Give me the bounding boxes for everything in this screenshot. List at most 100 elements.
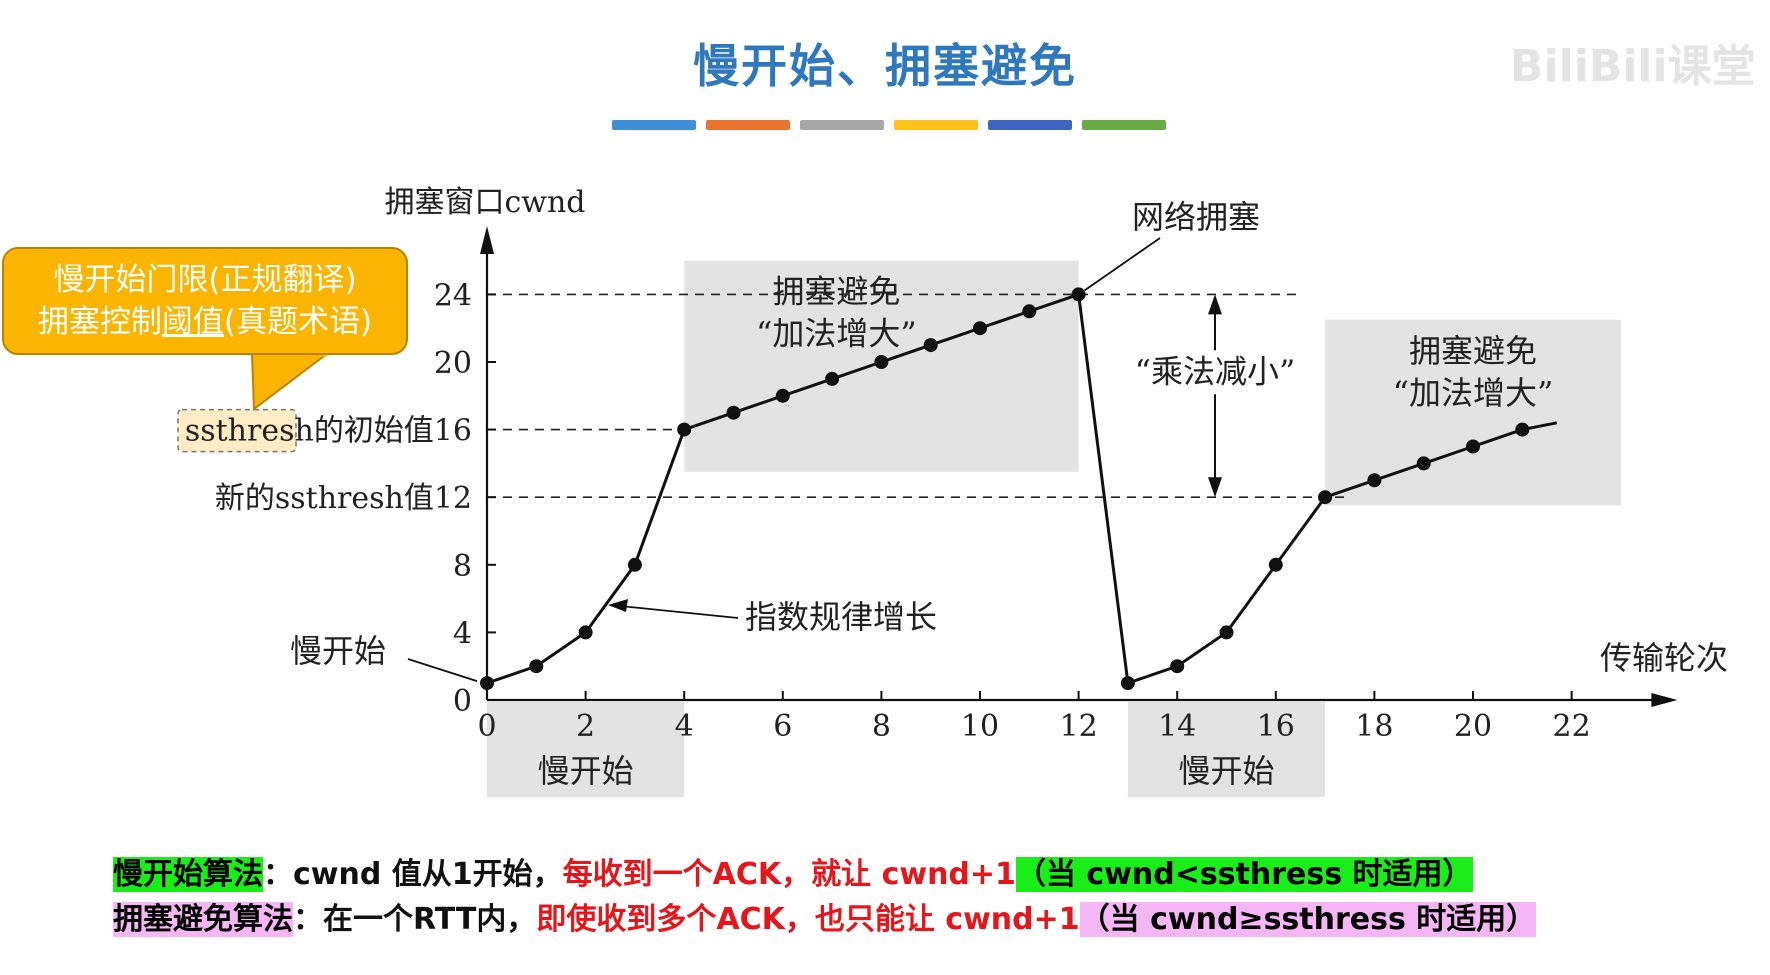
mult-decrease-arrowhead-down: [1208, 477, 1222, 498]
x-tick-label: 22: [1553, 709, 1591, 744]
callout-line-2: 拥塞控制阈值(真题术语): [4, 301, 406, 343]
title-bar-segment-4: [988, 120, 1072, 130]
annotation-slow-start-pointer: [407, 658, 478, 682]
rule-ca-desc: ：在一个RTT内，: [293, 902, 537, 937]
data-point: [1466, 439, 1480, 454]
axes-layer: [480, 226, 1678, 707]
slow-start-region-1: [1127, 702, 1326, 797]
data-point: [1367, 473, 1382, 488]
cwnd-line: [486, 292, 1523, 686]
slow-start-region-0: [487, 702, 685, 797]
ca-region-subtitle-1: “加法增大”: [1393, 374, 1554, 412]
data-point: [677, 422, 692, 437]
ca-region-title-1: 拥塞避免: [1409, 332, 1537, 370]
data-point: [529, 659, 544, 674]
slow-start-region-label-1: 慢开始: [1178, 752, 1274, 790]
y-tick-label: 24: [434, 278, 472, 313]
callout-line-2-prefix: 拥塞控制: [37, 304, 162, 340]
x-tick-label: 20: [1454, 709, 1492, 744]
ssthresh-token: ssthresh: [185, 414, 314, 449]
annotation-exponential-arrowhead: [608, 599, 628, 612]
y-label-new-ssthresh: 新的ssthresh值12: [215, 481, 472, 516]
data-point: [1120, 676, 1135, 691]
x-tick-label: 18: [1355, 709, 1393, 744]
title-bar-segment-5: [1082, 120, 1166, 130]
data-point: [923, 338, 938, 353]
data-point: [1515, 422, 1530, 437]
x-tick-label: 12: [1060, 709, 1098, 744]
ca-region-title-0: 拥塞避免: [772, 273, 900, 311]
rule-slow-start-name: 慢开始算法: [113, 857, 263, 892]
title-bar-segment-3: [894, 120, 978, 130]
rule-ca-cond: （当 cwnd≥ssthress 时适用）: [1079, 902, 1537, 937]
callout-line-1: 慢开始门限(正规翻译): [53, 262, 357, 298]
mult-decrease-arrowhead-up: [1208, 294, 1222, 315]
y-label-initial-ssthresh: ssthresh的初始值16: [185, 414, 472, 449]
x-tick-label: 8: [872, 709, 891, 744]
annotation-exponential: 指数规律增长: [745, 598, 937, 636]
rule-slow-start-cond: （当 cwnd<ssthress 时适用）: [1015, 857, 1473, 892]
data-point: [1071, 287, 1086, 302]
rule-slow-start-red: 每收到一个ACK，就让 cwnd+1: [562, 857, 1016, 892]
data-point: [825, 371, 840, 386]
data-point: [1022, 304, 1037, 319]
y-tick-label: 4: [453, 616, 472, 651]
annotation-mult-decrease: “乘法减小”: [1135, 352, 1296, 390]
y-axis-label: 拥塞窗口cwnd: [384, 185, 585, 220]
x-tick-label: 4: [675, 709, 694, 744]
data-point: [578, 625, 593, 640]
x-axis-arrow: [1651, 693, 1678, 707]
data-point: [874, 355, 889, 369]
x-tick-label: 0: [477, 709, 496, 744]
ssthresh-callout: 慢开始门限(正规翻译) 拥塞控制阈值(真题术语): [0, 245, 420, 411]
y-tick-label: 8: [453, 549, 472, 584]
rule-slow-start: 慢开始算法：cwnd 值从1开始，每收到一个ACK，就让 cwnd+1（当 cw…: [113, 852, 1713, 897]
slow-start-region-label-0: 慢开始: [538, 752, 634, 790]
ticks-layer: 0 2 4 6 8 10 12 14 16 18 20 220482024ssthresh的初始值16…: [185, 278, 1591, 744]
y-tick-label: 20: [434, 346, 472, 381]
x-tick-label: 2: [576, 709, 595, 744]
title-bar-segment-0: [612, 120, 696, 130]
rule-ca-name: 拥塞避免算法: [113, 902, 293, 937]
callout-line-2-suffix: (真题术语): [223, 304, 373, 340]
annotation-congestion: 网络拥塞: [1132, 198, 1260, 236]
mult-decrease-label-bg: [1105, 350, 1325, 395]
annotation-slow-start: 慢开始: [290, 632, 386, 670]
watermark: BiliBili课堂: [1510, 41, 1756, 92]
x-axis-label: 传输轮次: [1600, 639, 1728, 677]
rule-ca-red: 即使收到多个ACK，也只能让 cwnd+1: [536, 902, 1080, 937]
x-tick-label: 16: [1257, 709, 1295, 744]
data-point: [775, 388, 790, 403]
callout-box: 慢开始门限(正规翻译) 拥塞控制阈值(真题术语): [2, 247, 408, 355]
ssthresh-highlight-box: [177, 408, 297, 453]
data-point: [627, 557, 642, 572]
series-layer: [480, 287, 1558, 691]
guides-layer: [487, 293, 1350, 499]
cwnd-chart: 0 2 4 6 8 10 12 14 16 18 20 220482024ssthresh的初始值16…: [177, 185, 1728, 797]
title-bar-segment-2: [800, 120, 884, 130]
data-point: [480, 676, 494, 691]
data-point: [1170, 659, 1185, 674]
callout-line-2-underlined: 阈值: [161, 304, 224, 340]
x-tick-label: 14: [1158, 709, 1196, 744]
y-axis-arrow: [480, 226, 494, 254]
ca-region-subtitle-0: “加法增大”: [756, 315, 917, 353]
annotation-congestion-pointer: [1084, 237, 1161, 292]
data-point: [1219, 625, 1234, 640]
algorithm-rules: 慢开始算法：cwnd 值从1开始，每收到一个ACK，就让 cwnd+1（当 cw…: [113, 852, 1713, 942]
data-point: [1268, 557, 1283, 572]
regions-layer: [177, 260, 1621, 797]
rule-congestion-avoidance: 拥塞避免算法：在一个RTT内，即使收到多个ACK，也只能让 cwnd+1（当 c…: [113, 897, 1713, 942]
rule-slow-start-desc: ：cwnd 值从1开始，: [263, 857, 563, 892]
x-tick-label: 6: [773, 709, 792, 744]
data-point: [726, 405, 741, 420]
data-point: [1318, 490, 1333, 505]
data-point: [1416, 456, 1431, 471]
title-bar-segment-1: [706, 120, 790, 130]
y-tick-label: 0: [453, 684, 472, 719]
callout-tail: [250, 353, 330, 411]
annotation-exponential-pointer: [619, 605, 739, 619]
data-point: [973, 321, 987, 336]
x-tick-label: 10: [961, 709, 999, 744]
